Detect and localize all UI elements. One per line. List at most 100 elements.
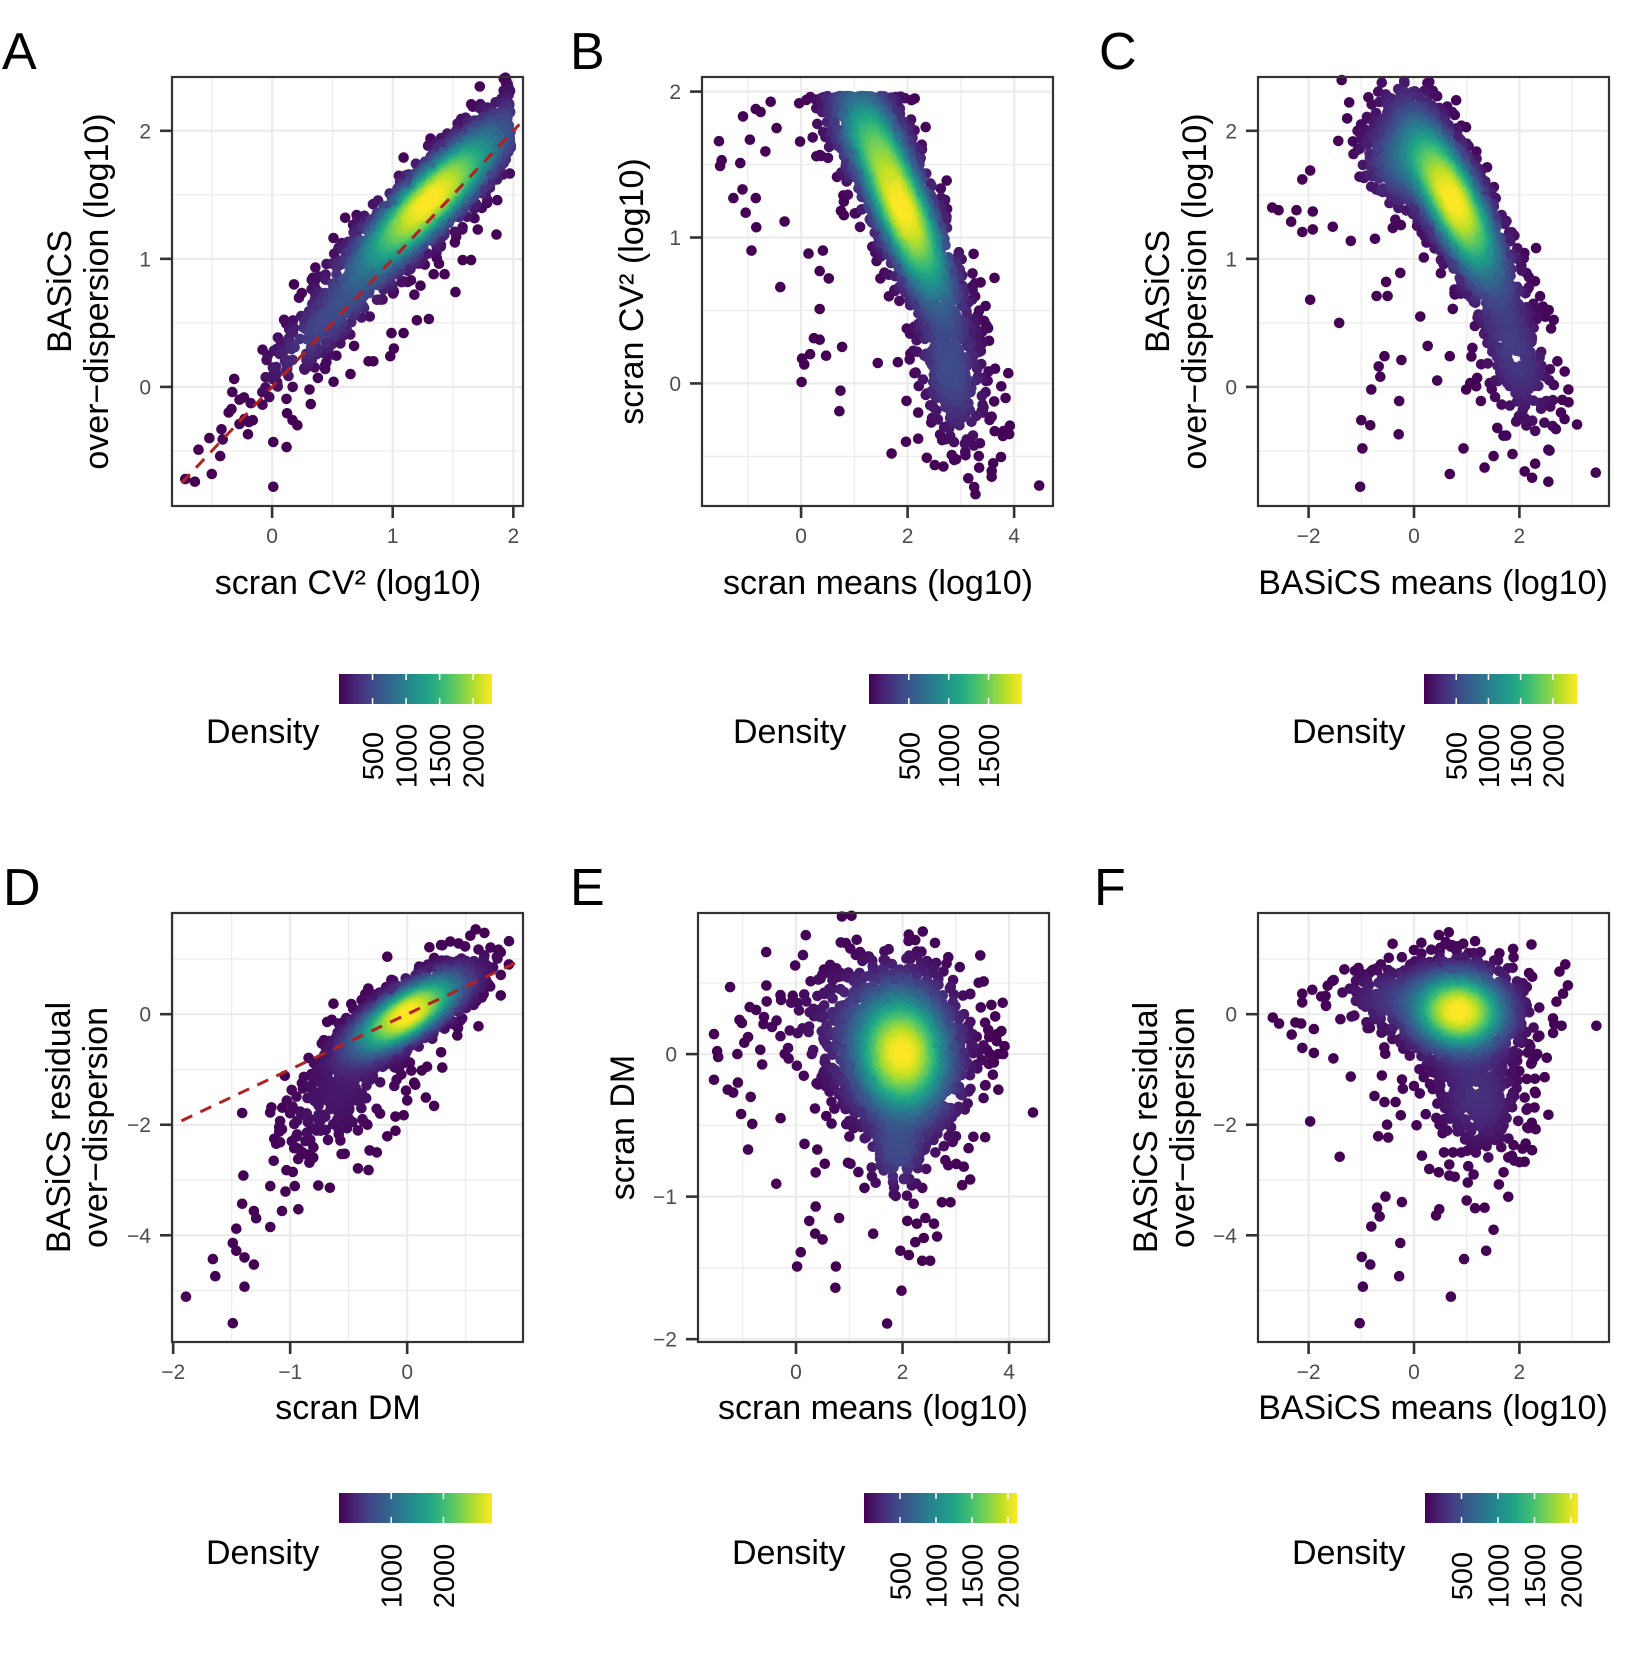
data-point bbox=[896, 202, 907, 214]
data-point bbox=[289, 341, 300, 353]
data-point bbox=[794, 136, 806, 147]
data-point bbox=[921, 452, 933, 464]
data-point bbox=[457, 254, 469, 266]
data-point bbox=[439, 268, 450, 280]
data-point bbox=[804, 348, 816, 360]
data-point bbox=[287, 354, 298, 366]
data-point bbox=[779, 216, 790, 227]
data-point bbox=[257, 399, 268, 411]
data-point bbox=[989, 272, 1000, 284]
panel-label: A bbox=[2, 23, 37, 81]
data-point bbox=[288, 279, 300, 290]
data-point bbox=[938, 461, 949, 472]
data-point bbox=[293, 292, 305, 304]
panel-label: B bbox=[570, 23, 605, 81]
data-point bbox=[1003, 367, 1014, 379]
y-tick-label: 2 bbox=[669, 81, 681, 104]
data-point bbox=[304, 384, 315, 395]
data-point bbox=[803, 248, 814, 259]
data-point bbox=[492, 194, 503, 206]
legend-tick-label: 500 bbox=[358, 732, 390, 780]
data-point bbox=[765, 96, 776, 108]
y-axis-title-line-2: over−dispersion (log10) bbox=[78, 113, 116, 469]
data-point bbox=[771, 122, 782, 134]
data-point bbox=[345, 368, 356, 380]
data-point bbox=[281, 441, 292, 453]
data-point bbox=[900, 436, 912, 448]
data-point bbox=[227, 386, 238, 398]
legend-tick-label: 1000 bbox=[392, 724, 424, 789]
data-point bbox=[449, 226, 461, 238]
data-point bbox=[1000, 392, 1011, 404]
data-point bbox=[838, 209, 850, 221]
data-point bbox=[835, 385, 846, 397]
data-point bbox=[967, 430, 979, 441]
y-tick-label: 1 bbox=[139, 248, 151, 271]
data-point bbox=[886, 448, 897, 459]
y-tick-label: 0 bbox=[669, 373, 681, 396]
data-point bbox=[751, 222, 762, 233]
data-point bbox=[281, 393, 292, 405]
data-point bbox=[261, 354, 272, 366]
data-point bbox=[931, 405, 942, 416]
color-legend: Density 500 1000 1500 2000 bbox=[206, 674, 492, 788]
data-point bbox=[268, 481, 279, 493]
data-point bbox=[242, 429, 254, 440]
data-point bbox=[740, 207, 751, 218]
y-tick-label: 1 bbox=[669, 227, 681, 250]
data-point bbox=[836, 341, 848, 353]
data-point bbox=[474, 81, 486, 92]
data-point bbox=[287, 326, 299, 338]
data-point bbox=[968, 248, 979, 260]
data-point bbox=[247, 414, 259, 426]
data-point bbox=[363, 356, 374, 367]
data-point bbox=[268, 436, 279, 448]
data-point bbox=[973, 450, 985, 462]
data-point bbox=[892, 356, 904, 368]
data-point bbox=[912, 433, 924, 445]
color-bar bbox=[339, 674, 492, 704]
data-point bbox=[746, 245, 757, 256]
data-point bbox=[735, 157, 746, 169]
data-point bbox=[716, 154, 727, 166]
y-tick-label: 2 bbox=[139, 120, 151, 143]
data-point bbox=[189, 476, 201, 488]
data-point bbox=[728, 192, 739, 204]
data-point bbox=[814, 265, 825, 277]
data-point bbox=[270, 361, 282, 373]
data-points bbox=[180, 72, 517, 493]
x-tick-label: 0 bbox=[266, 525, 278, 548]
data-point bbox=[935, 183, 947, 194]
data-point bbox=[328, 232, 339, 244]
data-point bbox=[967, 268, 978, 279]
legend-tick-label: 1000 bbox=[934, 724, 966, 789]
data-point bbox=[388, 343, 400, 354]
data-point bbox=[228, 373, 240, 385]
data-point bbox=[398, 152, 409, 163]
data-point bbox=[988, 396, 1000, 407]
data-point bbox=[901, 395, 912, 407]
data-point bbox=[834, 405, 845, 417]
data-point bbox=[305, 398, 317, 410]
data-point bbox=[973, 462, 985, 474]
legend-title: Density bbox=[733, 713, 846, 751]
data-point bbox=[968, 481, 980, 493]
data-point bbox=[976, 390, 988, 402]
data-point bbox=[398, 327, 409, 339]
data-point bbox=[206, 468, 218, 480]
data-point bbox=[744, 134, 756, 145]
data-point bbox=[814, 334, 825, 346]
data-point bbox=[755, 106, 766, 118]
data-point bbox=[348, 340, 360, 352]
data-point bbox=[423, 197, 435, 208]
data-point bbox=[287, 381, 299, 393]
x-axis-title: scran CV² (log10) bbox=[215, 564, 481, 602]
data-point bbox=[239, 413, 250, 425]
y-axis-title: scran CV² (log10) bbox=[613, 158, 651, 424]
x-axis-title: scran means (log10) bbox=[723, 564, 1033, 602]
color-bar bbox=[869, 674, 1022, 704]
data-point bbox=[737, 184, 748, 195]
